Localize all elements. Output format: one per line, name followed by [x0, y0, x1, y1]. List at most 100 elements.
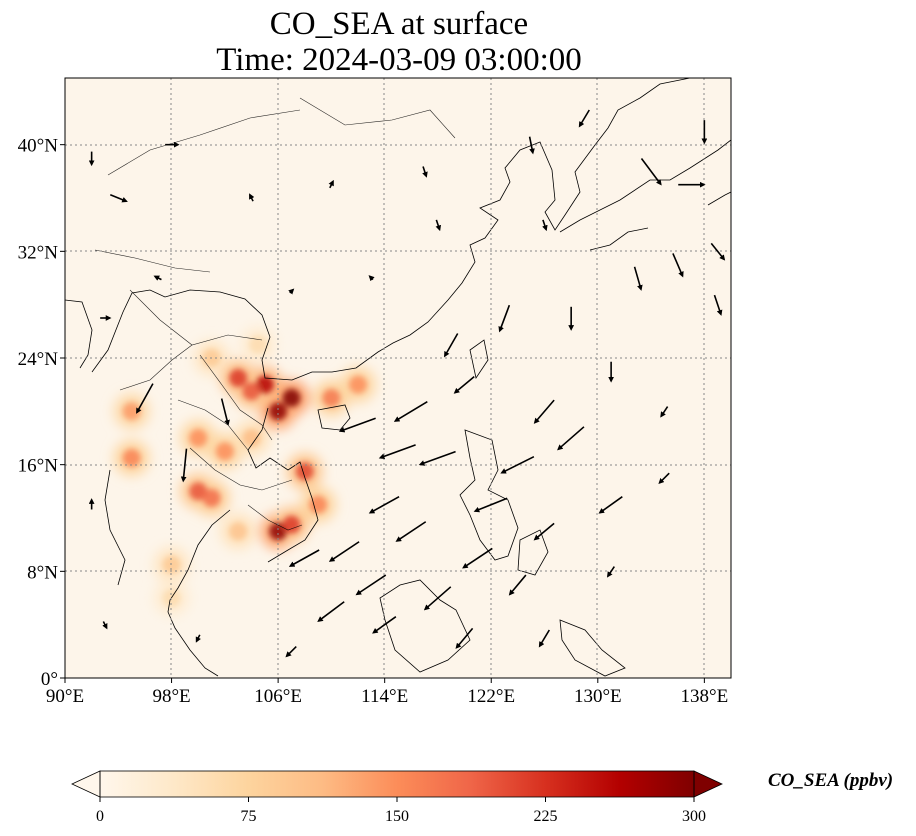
wind-arrow: [288, 549, 320, 567]
wind-arrow: [422, 166, 428, 178]
lat-tick-label: 0°: [41, 669, 58, 690]
wind-arrow: [713, 294, 723, 316]
hotspot: [122, 402, 141, 421]
wind-arrow: [455, 627, 474, 649]
wind-arrow: [462, 547, 493, 569]
concentration-hotspots: [122, 335, 367, 607]
hotspot: [215, 442, 234, 461]
wind-arrow: [710, 242, 726, 261]
wind-arrow: [423, 586, 452, 611]
wind-arrow: [418, 450, 456, 466]
colorbar-tick-label: 0: [96, 808, 104, 825]
lat-tick-label: 8°N: [27, 562, 58, 583]
wind-arrow: [528, 136, 535, 155]
wind-arrow: [220, 398, 230, 426]
lat-tick-label: 24°N: [18, 349, 59, 370]
lat-tick-label: 32°N: [18, 242, 59, 263]
wind-arrow: [633, 266, 643, 291]
map-title: CO_SEA at surface Time: 2024-03-09 03:00…: [0, 6, 798, 78]
wind-arrow: [542, 219, 548, 232]
colorbar-min-extension: [71, 770, 101, 798]
hotspot: [122, 449, 141, 467]
wind-arrow: [338, 417, 376, 433]
lon-tick-label: 114°E: [361, 686, 408, 707]
wind-arrow: [538, 629, 551, 648]
wind-arrow: [136, 383, 154, 414]
wind-arrow: [153, 275, 162, 281]
wind-arrow: [578, 109, 590, 128]
wind-arrow: [660, 406, 669, 418]
country-borders: [94, 97, 456, 531]
lon-tick-label: 106°E: [254, 686, 302, 707]
wind-arrow: [195, 634, 201, 643]
wind-arrow: [180, 448, 188, 483]
wind-arrow: [328, 179, 334, 189]
wind-arrow: [658, 472, 670, 485]
wind-arrow: [533, 522, 555, 541]
hotspot: [162, 555, 181, 574]
lon-tick-label: 98°E: [152, 686, 190, 707]
lon-tick-label: 90°E: [46, 686, 84, 707]
wind-arrow: [473, 497, 508, 513]
lon-tick-label: 138°E: [681, 686, 729, 707]
colorbar-tick-label: 300: [682, 808, 706, 825]
hotspot: [309, 495, 328, 514]
hotspot: [282, 389, 301, 407]
colorbar-tick-label: 150: [385, 808, 409, 825]
wind-arrow: [598, 496, 623, 514]
hotspot: [255, 375, 274, 394]
colorbar-label: CO_SEA (ppbv): [768, 770, 894, 791]
wind-arrow: [508, 574, 527, 596]
colorbar: 0 75 150 225 300: [71, 770, 723, 825]
wind-arrow: [498, 304, 511, 333]
wind-arrow: [500, 455, 535, 474]
lat-tick-labels: 0° 8°N 16°N 24°N 32°N 40°N: [18, 136, 65, 690]
wind-vectors: [88, 109, 726, 658]
colorbar-max-extension: [693, 770, 723, 798]
lon-tick-labels: 90°E 98°E 106°E 114°E 122°E 130°E 138°E: [46, 678, 728, 707]
hotspot: [269, 402, 288, 421]
hotspot: [202, 489, 221, 507]
colorbar-tick-label: 75: [241, 808, 257, 825]
wind-arrow: [393, 401, 428, 422]
wind-arrow: [444, 333, 459, 358]
hotspot: [229, 369, 248, 387]
hotspot: [349, 375, 367, 394]
wind-arrow: [453, 376, 475, 394]
colorbar-gradient: [100, 771, 694, 797]
wind-arrow: [533, 399, 555, 424]
title-line-2: Time: 2024-03-09 03:00:00: [216, 42, 582, 78]
wind-arrow: [606, 566, 615, 578]
wind-arrow: [328, 541, 360, 562]
hotspot: [189, 482, 208, 501]
colorbar-tick-label: 225: [534, 808, 558, 825]
wind-arrow: [355, 574, 387, 596]
title-line-1: CO_SEA at surface: [269, 6, 529, 42]
lat-tick-label: 16°N: [18, 456, 59, 477]
wind-arrow: [395, 521, 427, 542]
wind-arrow: [378, 444, 416, 460]
hotspot: [189, 429, 208, 447]
hotspot: [322, 389, 341, 407]
lon-tick-label: 122°E: [467, 686, 515, 707]
wind-arrow: [557, 426, 585, 451]
lon-tick-label: 130°E: [574, 686, 622, 707]
wind-arrow: [109, 194, 128, 203]
wind-arrow: [249, 193, 255, 202]
lat-tick-label: 40°N: [18, 136, 59, 157]
colorbar-ticks: 0 75 150 225 300: [96, 797, 706, 825]
wind-arrow: [368, 275, 375, 282]
hotspot: [282, 515, 301, 534]
hotspot: [242, 382, 261, 401]
hotspot: [269, 522, 288, 541]
wind-arrow: [435, 219, 442, 232]
hotspot: [249, 335, 268, 354]
wind-arrow: [372, 616, 397, 634]
wind-arrow: [368, 495, 400, 514]
wind-arrow: [640, 158, 662, 186]
wind-arrow: [672, 253, 684, 278]
map-frame: [64, 77, 732, 679]
wind-arrow: [285, 645, 297, 658]
coastlines: [65, 78, 731, 677]
